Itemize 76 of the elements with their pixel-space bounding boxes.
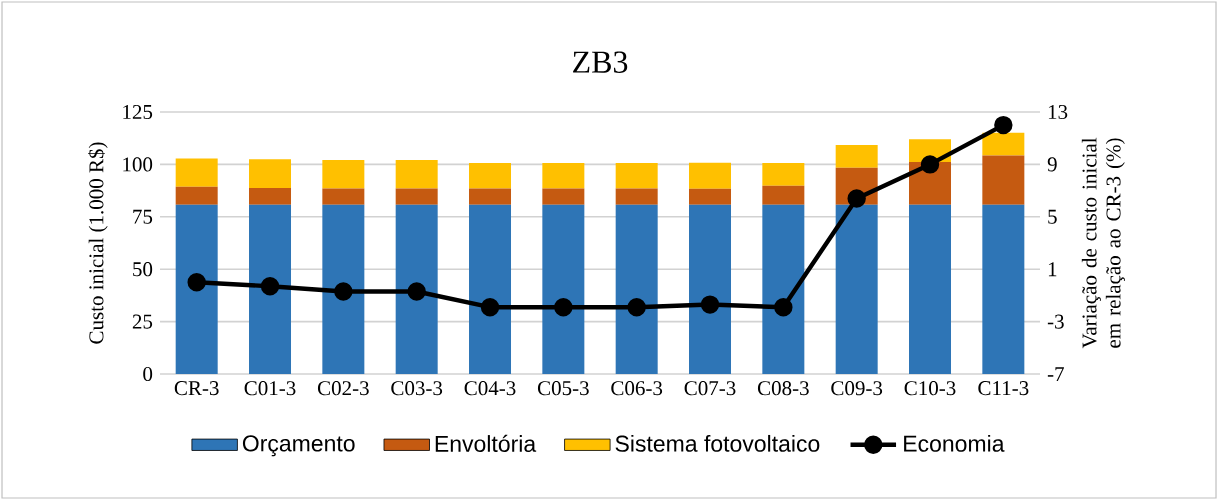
bar — [982, 204, 1025, 374]
bar — [982, 155, 1025, 205]
x-tick-label: C09-3 — [831, 381, 883, 396]
y-tick-label: 100 — [123, 157, 153, 172]
bar — [395, 160, 438, 189]
point — [700, 295, 720, 314]
y2-tick-label: -3 — [1047, 314, 1064, 329]
point — [334, 282, 353, 301]
bar — [249, 159, 292, 188]
bar — [689, 204, 732, 374]
bar — [322, 160, 365, 189]
x-tick-label: C01-3 — [244, 381, 296, 396]
point — [187, 273, 206, 292]
bar — [615, 204, 658, 374]
legend-label: Sistema fotovoltaico — [615, 434, 820, 452]
bar — [762, 185, 805, 205]
bar — [542, 204, 585, 374]
x-tick-label: C04-3 — [464, 381, 516, 396]
bar — [615, 188, 658, 205]
x-tick-label: C10-3 — [904, 381, 956, 396]
y-tick-label: 50 — [133, 262, 153, 277]
x-tick-label: C07-3 — [684, 381, 736, 396]
x-tick-label: C06-3 — [611, 381, 663, 396]
bar — [762, 162, 805, 186]
chart-title: ZB3 — [573, 51, 628, 73]
x-tick-label: C02-3 — [317, 381, 369, 396]
bar — [835, 144, 878, 168]
y2-tick-label: 13 — [1048, 104, 1068, 120]
bar — [322, 188, 365, 205]
point — [627, 297, 646, 317]
bar — [469, 162, 512, 189]
point — [847, 189, 866, 208]
point — [480, 297, 500, 317]
bar — [982, 132, 1025, 156]
point — [260, 277, 280, 296]
bar — [615, 162, 658, 189]
x-tick-label: C05-3 — [537, 381, 589, 396]
bar — [249, 204, 292, 374]
legend-label: Orçamento — [242, 435, 355, 457]
bar — [175, 158, 218, 187]
point — [920, 155, 940, 174]
x-tick-label: C11-3 — [978, 381, 1029, 396]
point — [994, 115, 1013, 135]
legend-label: Envoltória — [435, 434, 537, 452]
bar — [689, 188, 732, 205]
y-tick-label: 125 — [123, 104, 153, 120]
bar — [395, 188, 438, 205]
bar — [542, 162, 585, 189]
bar — [542, 188, 585, 205]
y2-tick-label: -7 — [1047, 367, 1064, 381]
y-tick-label: 25 — [132, 314, 153, 329]
x-tick-label: C03-3 — [391, 381, 443, 396]
bar — [322, 204, 365, 374]
y2-tick-label: 5 — [1048, 209, 1057, 224]
bar — [395, 204, 438, 374]
bar — [689, 162, 732, 189]
y2-tick-label: 9 — [1047, 157, 1057, 172]
bar — [909, 204, 952, 374]
y2-tick-label: 1 — [1048, 262, 1057, 277]
y-tick-label: 0 — [143, 366, 153, 382]
bar — [762, 204, 805, 374]
bar — [469, 204, 512, 374]
point — [774, 297, 793, 317]
bar — [175, 186, 218, 205]
bar — [835, 204, 878, 374]
x-tick-label: CR-3 — [174, 381, 219, 396]
point — [554, 297, 573, 317]
y2-axis-title: Variação de custo inicial em relação ao CR-3 (%) — [1081, 137, 1125, 349]
bar — [249, 187, 292, 205]
y-tick-label: 75 — [133, 209, 153, 224]
x-tick-label: C08-3 — [757, 381, 809, 396]
point — [407, 282, 426, 301]
y-axis-title: Custo inicial (1.000 R$) — [88, 142, 108, 344]
bar — [469, 188, 512, 205]
bar — [175, 204, 218, 374]
legend-label: Economia — [904, 434, 1005, 452]
